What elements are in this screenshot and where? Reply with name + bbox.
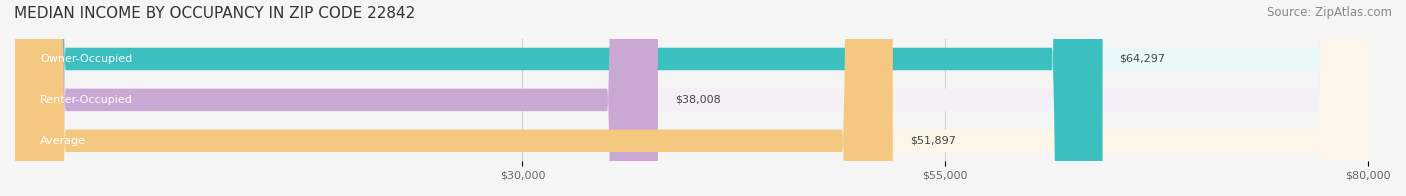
- Text: Owner-Occupied: Owner-Occupied: [41, 54, 132, 64]
- Text: Average: Average: [41, 136, 86, 146]
- Text: $64,297: $64,297: [1119, 54, 1166, 64]
- FancyBboxPatch shape: [15, 0, 658, 196]
- Text: $51,897: $51,897: [910, 136, 956, 146]
- Text: MEDIAN INCOME BY OCCUPANCY IN ZIP CODE 22842: MEDIAN INCOME BY OCCUPANCY IN ZIP CODE 2…: [14, 6, 415, 21]
- FancyBboxPatch shape: [15, 0, 1368, 196]
- Text: Renter-Occupied: Renter-Occupied: [41, 95, 134, 105]
- FancyBboxPatch shape: [15, 0, 893, 196]
- Text: $38,008: $38,008: [675, 95, 720, 105]
- Text: Source: ZipAtlas.com: Source: ZipAtlas.com: [1267, 6, 1392, 19]
- FancyBboxPatch shape: [15, 0, 1368, 196]
- FancyBboxPatch shape: [15, 0, 1102, 196]
- FancyBboxPatch shape: [15, 0, 1368, 196]
